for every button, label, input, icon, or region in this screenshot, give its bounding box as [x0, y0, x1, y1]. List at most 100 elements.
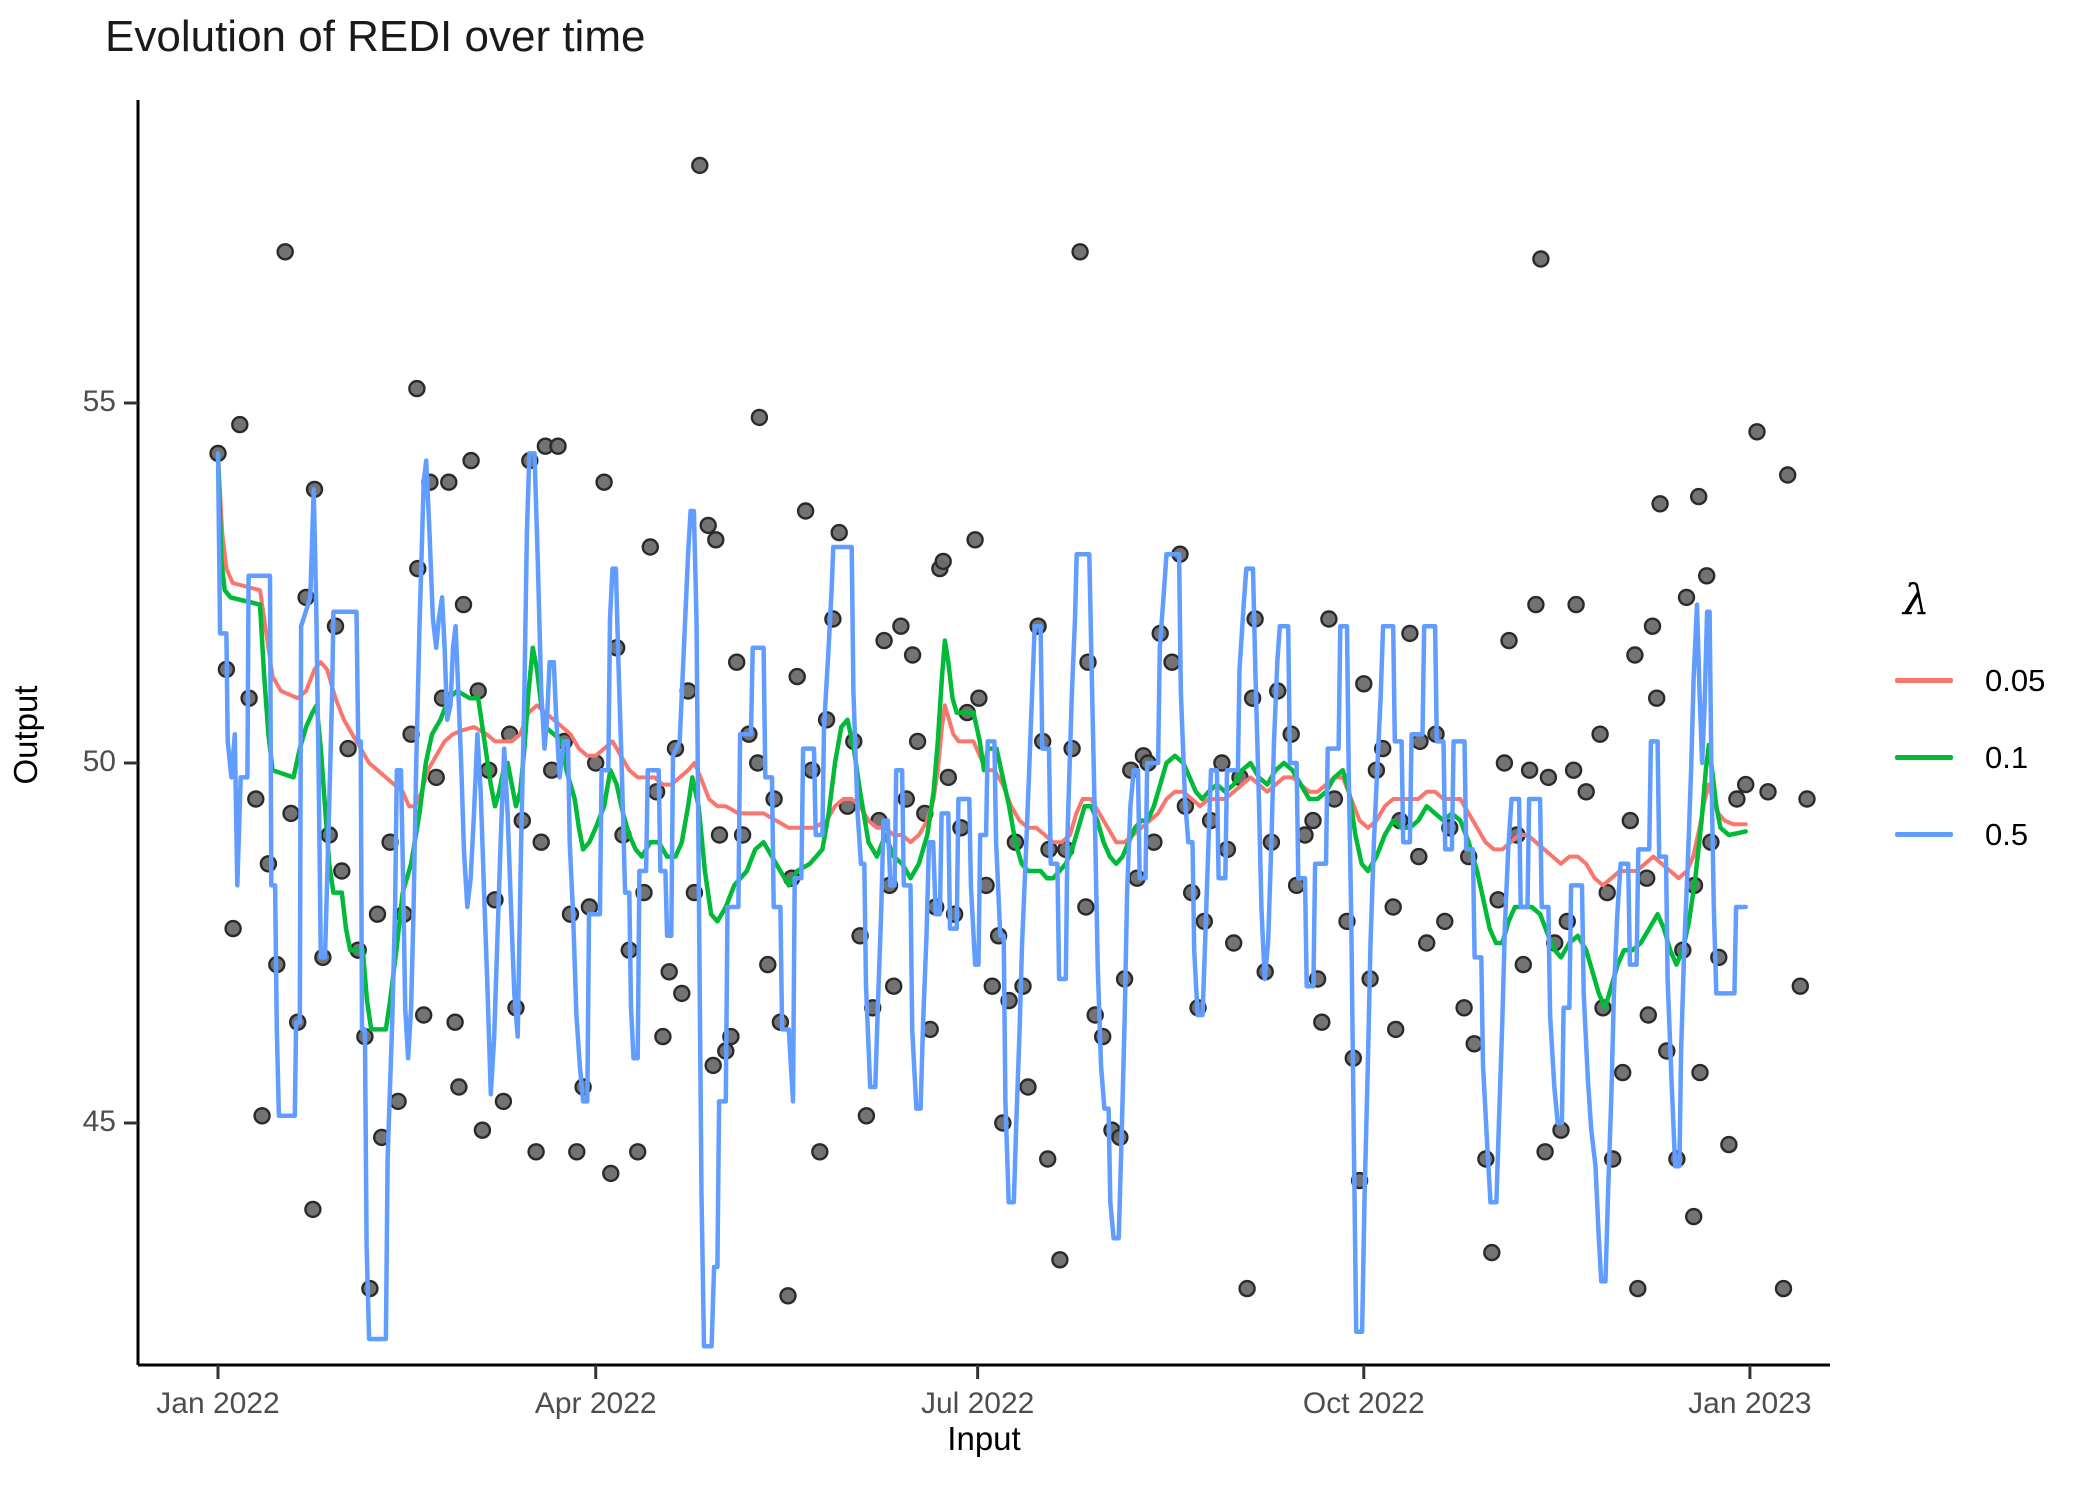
scatter-point: [561, 905, 580, 923]
scatter-point: [1213, 754, 1231, 772]
scatter-point: [759, 955, 777, 974]
scatter-point: [629, 1143, 647, 1161]
scatter-point: [1238, 1279, 1256, 1298]
scatter-point: [892, 617, 910, 635]
legend-title: λ: [1903, 575, 1930, 624]
scatter-point: [1495, 754, 1514, 772]
scatter-point: [282, 804, 300, 823]
scatter-point: [1748, 423, 1766, 441]
scatter-point: [224, 919, 242, 938]
scatter-point: [450, 1078, 468, 1096]
scatter-point: [1019, 1078, 1037, 1096]
scatter-point: [231, 415, 249, 434]
scatter-point: [641, 538, 659, 556]
scatter-point: [1384, 898, 1402, 916]
scatter-point: [1720, 1135, 1738, 1154]
scatter-point: [660, 963, 678, 981]
scatter-point: [368, 905, 387, 923]
scatter-point: [1532, 250, 1550, 268]
legend-key-line-05: [1895, 832, 1953, 837]
scatter-point: [1798, 790, 1816, 808]
scatter-point: [1483, 1243, 1501, 1262]
y-tick-label: 45: [82, 1105, 116, 1138]
scatter-point: [1643, 617, 1662, 635]
scatter-point: [796, 502, 815, 520]
legend-entry-01: 0.1: [1895, 719, 2045, 796]
scatter-point: [602, 1164, 620, 1183]
scatter-point: [728, 653, 746, 671]
scatter-point: [1621, 811, 1640, 830]
scatter-point: [1759, 783, 1777, 801]
scatter-point: [1684, 1207, 1703, 1226]
scatter-point: [1778, 466, 1797, 484]
scatter-point: [707, 531, 725, 549]
scatter-point: [811, 1143, 829, 1161]
scatter-point: [1647, 689, 1666, 707]
scatter-point: [1163, 653, 1181, 671]
scatter-point: [1514, 955, 1533, 974]
y-tick-label: 55: [82, 385, 116, 418]
scatter-point: [1567, 595, 1585, 614]
x-tick-label: Jan 2023: [1688, 1387, 1812, 1420]
scatter-point: [1591, 725, 1609, 743]
scatter-point: [339, 739, 357, 758]
scatter-point: [1736, 775, 1755, 794]
scatter-point: [970, 689, 988, 707]
scatter-point: [875, 631, 893, 650]
scatter-point: [1728, 790, 1746, 808]
scatter-point: [1355, 675, 1373, 693]
scatter-point: [454, 595, 473, 614]
scatter-point: [408, 379, 426, 398]
scatter-point: [532, 833, 550, 851]
redi-line-0.5: [215, 451, 1748, 1349]
legend-key-line-005: [1895, 678, 1953, 683]
scatter-point: [473, 1121, 492, 1139]
scatter-point: [1527, 595, 1545, 614]
scatter-point: [1320, 610, 1338, 628]
scatter-point: [1564, 761, 1583, 779]
scatter-point: [983, 977, 1001, 995]
scatter-point: [1520, 761, 1539, 779]
scatter-point: [1401, 624, 1419, 643]
scatter-point: [1598, 883, 1616, 902]
scatter-point: [494, 1092, 513, 1111]
scatter-point: [1051, 1251, 1069, 1269]
scatter-point: [1639, 1006, 1658, 1024]
scatter-point: [779, 1287, 797, 1305]
scatter-point: [462, 451, 480, 470]
legend-entry-05: 0.5: [1895, 796, 2045, 873]
scatter-point: [568, 1143, 586, 1161]
scatter-point: [440, 473, 458, 491]
scatter-point: [710, 826, 729, 844]
scatter-point: [939, 768, 957, 787]
legend-entry-005: 0.05: [1895, 642, 2045, 719]
scatter-point: [1410, 847, 1428, 866]
scatter-point: [1689, 487, 1708, 506]
scatter-point: [1455, 999, 1473, 1017]
scatter-point: [691, 156, 709, 175]
scatter-point: [527, 1143, 545, 1161]
scatter-point: [952, 819, 970, 837]
scatter-point: [857, 1107, 876, 1125]
scatter-point: [647, 783, 666, 801]
legend-key-line-01: [1895, 755, 1953, 760]
scatter-point: [750, 408, 769, 427]
scatter-point: [1791, 977, 1810, 995]
scatter-point: [1626, 646, 1644, 664]
scatter-point: [699, 516, 717, 535]
scatter-point: [259, 855, 278, 873]
scatter-point: [1145, 833, 1163, 851]
scatter-point: [1774, 1279, 1793, 1298]
scatter-point: [788, 667, 806, 686]
scatter-point: [1077, 898, 1095, 916]
scatter-point: [673, 984, 691, 1003]
y-tick-label: 50: [82, 745, 116, 778]
scatter-point: [1417, 934, 1436, 952]
scatter-point: [1577, 783, 1595, 801]
scatter-point: [1313, 1013, 1331, 1031]
scatter-point: [595, 473, 613, 491]
scatter-point: [934, 552, 952, 571]
scatter-point: [966, 531, 984, 549]
